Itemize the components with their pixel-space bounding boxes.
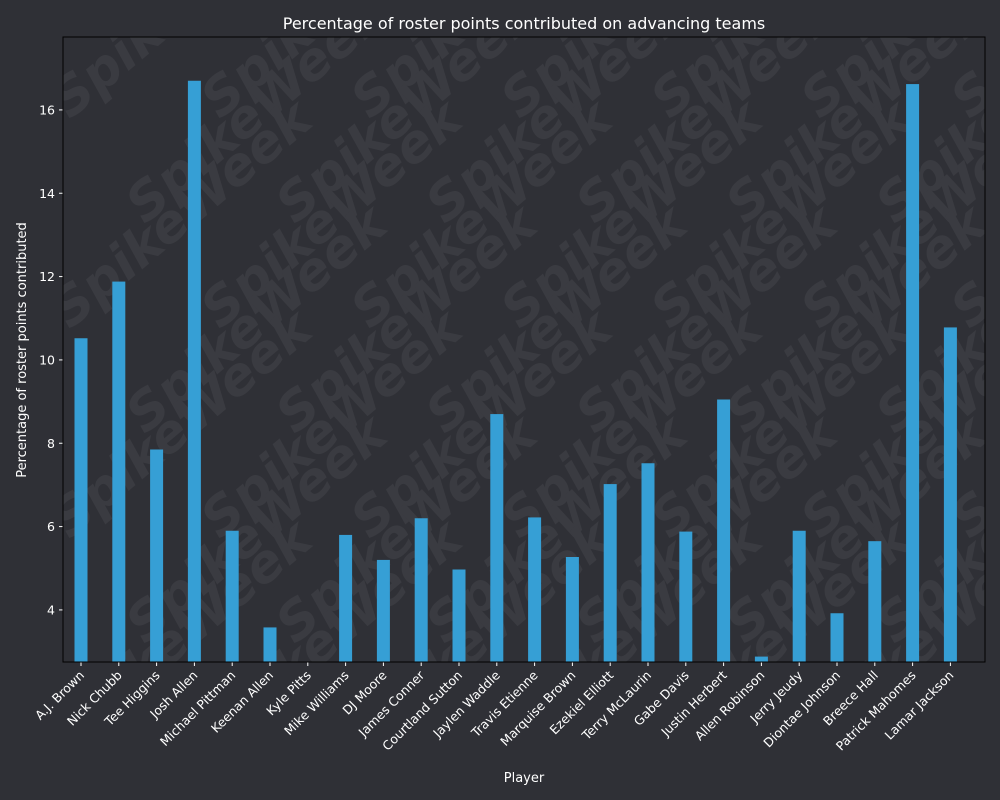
bar [943,327,957,662]
y-tick-label: 16 [39,102,55,117]
y-tick-label: 14 [39,186,55,201]
bar [641,463,655,662]
chart-title: Percentage of roster points contributed … [283,14,766,33]
bar [452,569,466,662]
bar [830,613,844,662]
bar [225,530,239,662]
y-tick-label: 10 [39,352,55,367]
bar [112,281,126,662]
bar [717,399,731,662]
bar [263,627,277,662]
bar [906,84,920,662]
bars-group [74,80,957,662]
x-axis-label: Player [504,771,545,786]
bar [679,531,693,662]
bar [74,338,88,662]
bar [414,518,428,662]
y-tick-label: 6 [47,519,55,534]
y-tick-label: 4 [47,602,55,617]
bar [792,530,806,662]
bar [603,484,617,662]
plot-frame [62,36,986,663]
bar [490,414,504,662]
bar [528,517,542,662]
bar [150,449,164,662]
bar [565,557,579,662]
bar [339,534,353,662]
y-tick-label: 12 [39,269,55,284]
y-axis: 4 6 8 10 12 14 16 [39,102,63,617]
bar [754,656,768,662]
bar [868,541,882,662]
y-axis-label: Percentage of roster points contributed [15,222,30,478]
y-tick-label: 8 [47,436,55,451]
bar [187,80,201,662]
bar [376,559,390,662]
